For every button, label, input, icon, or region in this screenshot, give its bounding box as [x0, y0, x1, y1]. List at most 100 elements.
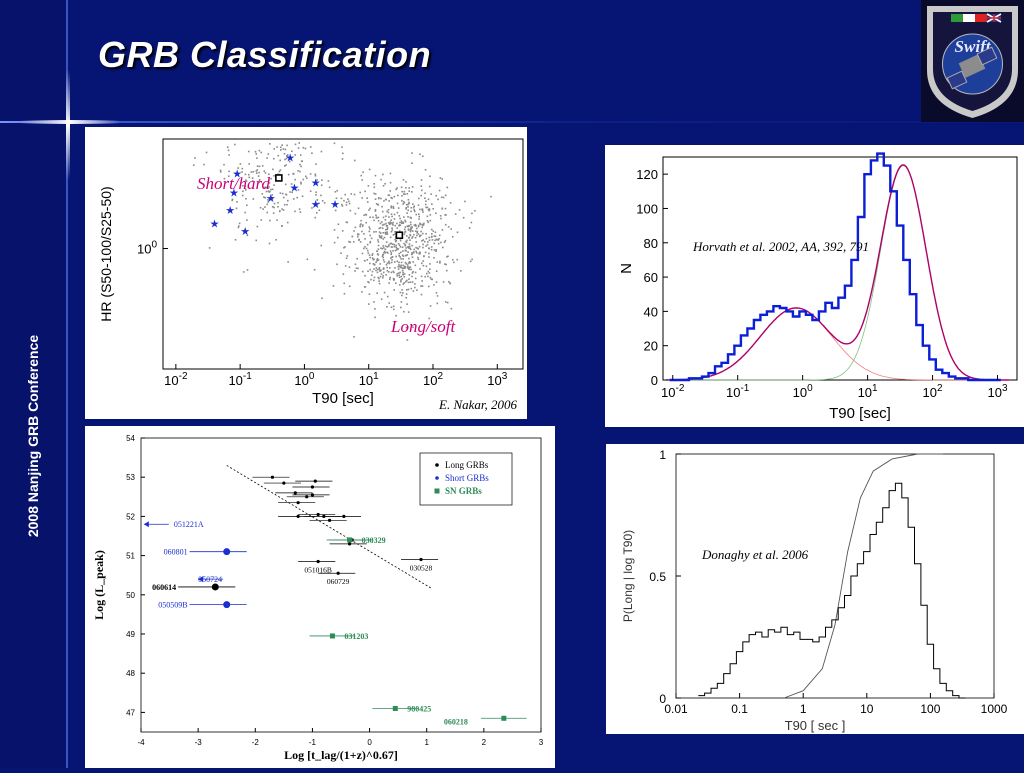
grey-point: [255, 153, 258, 155]
grey-point: [264, 206, 266, 208]
grey-point: [378, 234, 381, 237]
grey-point: [393, 279, 395, 281]
grey-point: [375, 261, 377, 264]
grey-point: [390, 246, 393, 248]
grey-point: [273, 202, 276, 205]
grey-point: [444, 194, 447, 197]
grey-point: [369, 207, 371, 210]
grey-point: [387, 245, 390, 248]
grey-point: [395, 255, 397, 258]
grey-point: [406, 264, 409, 266]
grey-point: [361, 230, 363, 233]
grey-point: [380, 247, 382, 249]
grey-point: [377, 239, 379, 241]
grey-point: [404, 193, 406, 195]
grey-point: [354, 270, 356, 272]
grey-point: [406, 279, 408, 282]
grey-point: [436, 261, 439, 263]
grey-point: [419, 222, 421, 225]
grey-point: [345, 221, 348, 223]
grey-point: [360, 174, 363, 177]
grey-point: [266, 157, 268, 159]
grey-point: [405, 208, 407, 210]
grey-point: [405, 296, 407, 299]
grey-point: [389, 278, 391, 281]
grey-point: [423, 255, 425, 258]
grey-point: [389, 181, 392, 184]
grey-point: [393, 289, 395, 291]
grey-point: [291, 191, 293, 194]
grey-point: [371, 253, 374, 255]
tick-label: 2: [482, 738, 487, 747]
grey-point: [420, 275, 423, 278]
grey-point: [371, 270, 374, 273]
grey-point: [464, 200, 466, 203]
tick-label: 101: [858, 383, 878, 400]
grey-point: [417, 258, 420, 260]
grey-point: [314, 216, 317, 219]
grey-point: [399, 271, 401, 274]
tick-label: 100: [636, 201, 658, 216]
nakar-chart-svg: ★ ★ ★ ★ ★ ★ ★ ★ ★ ★ ★ 10-2 10-1 100 101 102 103 100 T90 [s…: [98, 138, 524, 412]
grey-point: [439, 177, 442, 179]
grey-point: [361, 225, 364, 228]
grey-point: [270, 188, 272, 191]
grey-point: [321, 297, 323, 299]
grey-point: [471, 212, 473, 215]
grey-point: [294, 178, 296, 181]
grey-point: [242, 271, 245, 273]
grey-point: [411, 281, 414, 283]
grey-point: [407, 215, 409, 218]
grey-point: [283, 165, 286, 167]
grey-point: [402, 264, 405, 267]
grey-point: [389, 222, 391, 225]
grey-point: [376, 250, 379, 252]
histogram-steps: [669, 152, 1001, 382]
grey-point: [272, 168, 274, 171]
short-grb-star: ★: [290, 182, 300, 194]
grey-point: [372, 263, 375, 265]
grey-point: [425, 233, 427, 235]
grey-point: [402, 255, 405, 257]
grey-point: [275, 238, 277, 241]
grey-point: [425, 200, 427, 202]
grey-point: [398, 276, 401, 279]
tick-label: -2: [252, 738, 260, 747]
grey-point: [439, 324, 442, 327]
grey-point: [395, 239, 398, 242]
grey-point: [426, 206, 429, 209]
grey-point: [386, 225, 389, 227]
grey-point: [430, 228, 433, 231]
grey-point: [422, 260, 425, 262]
grey-point: [430, 232, 433, 235]
grey-point: [406, 266, 409, 268]
grey-point: [375, 269, 377, 272]
grey-point: [273, 174, 275, 177]
grey-point: [399, 239, 402, 242]
grey-point: [375, 267, 378, 269]
grey-point: [422, 246, 424, 249]
grey-point: [368, 293, 371, 295]
grey-point: [444, 207, 447, 210]
short-grb-label: 050509B: [158, 601, 187, 610]
grey-point: [286, 144, 288, 147]
grey-point: [417, 213, 420, 216]
grey-point: [399, 265, 401, 268]
grey-point: [390, 261, 393, 264]
grey-point: [352, 241, 355, 243]
grey-point: [377, 248, 380, 250]
grey-point: [404, 265, 406, 268]
grey-point: [359, 191, 362, 194]
grey-point: [366, 249, 369, 252]
grey-point: [345, 257, 348, 260]
grey-point: [420, 194, 422, 197]
grey-point: [405, 254, 407, 257]
grey-point: [386, 228, 389, 231]
grey-point: [407, 203, 409, 206]
grey-point: [261, 183, 264, 185]
grey-point: [451, 235, 454, 238]
sparkle-horizontal: [20, 120, 120, 124]
grey-point: [362, 247, 365, 250]
grey-point: [405, 203, 408, 206]
short-grb-star: ★: [330, 199, 340, 211]
